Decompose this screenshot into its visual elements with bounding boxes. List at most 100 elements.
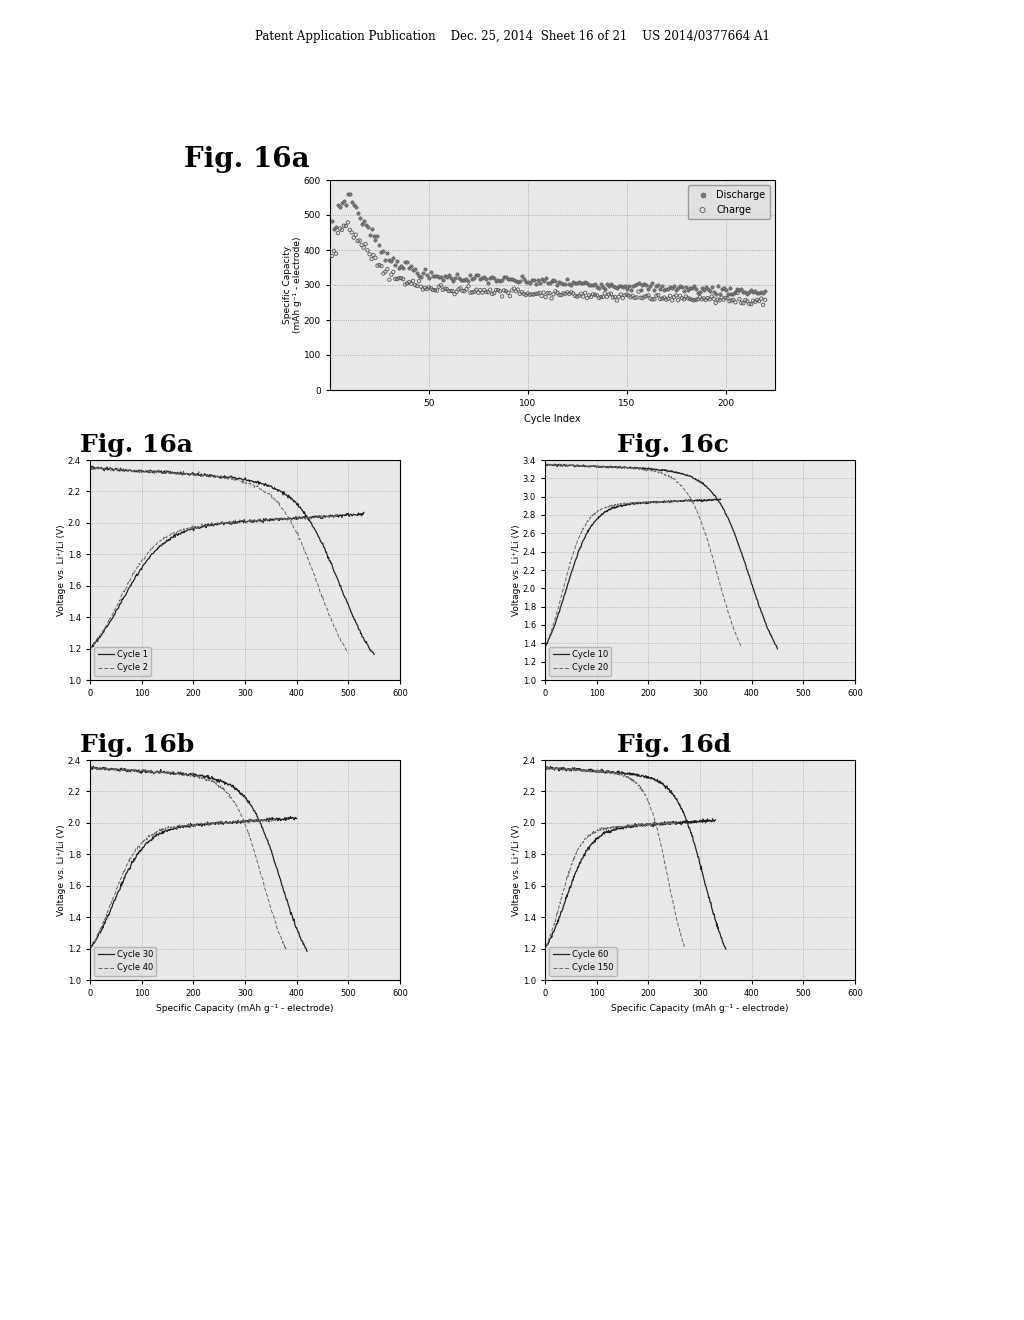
Line: Cycle 1: Cycle 1 — [90, 466, 374, 655]
Cycle 30 — [87, 758, 99, 774]
Charge — [451, 279, 467, 300]
Charge — [638, 285, 654, 306]
Discharge — [521, 272, 538, 293]
Cycle 150 — [539, 760, 551, 776]
Cycle 2 — [247, 477, 259, 492]
Discharge — [748, 280, 764, 301]
Charge — [616, 285, 633, 306]
Charge — [401, 272, 418, 293]
Discharge — [326, 218, 342, 239]
Charge — [338, 215, 354, 236]
Charge — [419, 279, 435, 300]
Charge — [593, 286, 609, 308]
Charge — [370, 255, 386, 276]
Cycle 30 — [170, 766, 182, 781]
Discharge — [330, 194, 346, 215]
Discharge — [462, 264, 478, 285]
Cycle 10 — [567, 457, 580, 473]
Discharge — [523, 269, 540, 290]
Discharge — [482, 267, 499, 288]
Cycle 2 — [116, 462, 128, 478]
Charge — [383, 264, 399, 285]
Charge — [332, 218, 348, 239]
Text: Fig. 16d: Fig. 16d — [616, 734, 731, 758]
Charge — [577, 282, 593, 304]
Charge — [719, 288, 735, 309]
Discharge — [542, 272, 558, 293]
Charge — [508, 281, 524, 302]
Charge — [739, 290, 756, 312]
Charge — [701, 289, 718, 310]
Text: Fig. 16c: Fig. 16c — [616, 433, 728, 457]
Charge — [581, 285, 597, 306]
Cycle 150 — [627, 772, 639, 788]
Discharge — [328, 216, 344, 238]
Cycle 60 — [671, 791, 683, 807]
Cycle 20 — [682, 487, 694, 503]
Cycle 150 — [678, 939, 690, 954]
Discharge — [674, 277, 690, 298]
Discharge — [625, 276, 641, 297]
Charge — [375, 263, 391, 284]
Charge — [482, 279, 499, 300]
Charge — [512, 284, 528, 305]
Discharge — [680, 279, 696, 300]
Discharge — [684, 277, 700, 298]
Cycle 2 — [169, 466, 181, 482]
Charge — [636, 286, 652, 308]
Charge — [459, 279, 475, 300]
Charge — [478, 281, 495, 302]
Cycle 2 — [342, 645, 354, 661]
Discharge — [446, 267, 463, 288]
Discharge — [733, 279, 750, 300]
Cycle 30 — [111, 762, 123, 777]
Charge — [366, 244, 382, 265]
Charge — [631, 281, 647, 302]
Discharge — [510, 272, 526, 293]
Discharge — [636, 273, 652, 294]
Discharge — [342, 183, 358, 205]
Discharge — [500, 268, 516, 289]
Charge — [551, 284, 567, 305]
Discharge — [440, 264, 457, 285]
Discharge — [634, 275, 650, 296]
Charge — [351, 230, 368, 251]
Charge — [527, 284, 544, 305]
Discharge — [573, 272, 590, 293]
Charge — [549, 282, 565, 304]
Charge — [399, 273, 416, 294]
Cycle 20 — [563, 458, 575, 474]
Discharge — [604, 276, 621, 297]
Charge — [658, 289, 675, 310]
Charge — [486, 282, 503, 304]
Charge — [344, 222, 360, 243]
Discharge — [484, 267, 501, 288]
Charge — [474, 282, 490, 304]
Charge — [753, 288, 769, 309]
Charge — [326, 240, 342, 261]
Discharge — [547, 271, 563, 292]
Discharge — [589, 276, 605, 297]
Discharge — [695, 280, 712, 301]
Discharge — [434, 269, 451, 290]
Discharge — [370, 226, 386, 247]
Cycle 30 — [155, 764, 167, 780]
Charge — [407, 275, 423, 296]
Cycle 40 — [227, 793, 240, 809]
Cycle 60 — [545, 759, 557, 775]
Cycle 60 — [611, 764, 624, 780]
Charge — [345, 227, 361, 248]
X-axis label: Specific Capacity (mAh g⁻¹ - electrode): Specific Capacity (mAh g⁻¹ - electrode) — [611, 1003, 788, 1012]
Y-axis label: Voltage vs. Li⁺/Li (V): Voltage vs. Li⁺/Li (V) — [57, 524, 67, 616]
Discharge — [644, 272, 660, 293]
Discharge — [629, 273, 645, 294]
Charge — [334, 219, 350, 240]
Charge — [470, 282, 486, 304]
Discharge — [650, 275, 667, 296]
Charge — [614, 288, 631, 309]
Charge — [567, 285, 584, 306]
Discharge — [519, 272, 536, 293]
Cycle 20 — [735, 640, 748, 656]
Cycle 60 — [670, 791, 682, 807]
Charge — [397, 275, 414, 296]
